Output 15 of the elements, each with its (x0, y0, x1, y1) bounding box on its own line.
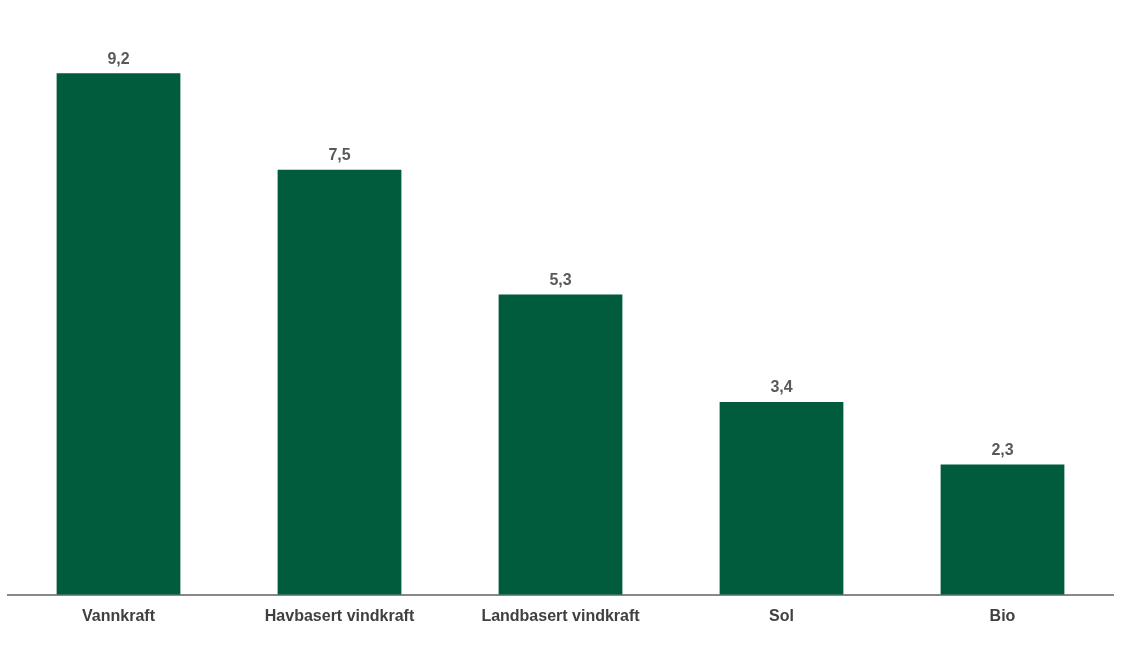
x-tick-label: Landbasert vindkraft (481, 606, 641, 624)
bar (56, 73, 181, 595)
data-label: 2,3 (991, 440, 1014, 458)
data-label: 9,2 (107, 49, 130, 67)
x-tick-label: Sol (769, 606, 794, 624)
bar (277, 169, 402, 595)
x-tick-label: Bio (989, 606, 1016, 624)
bar (498, 294, 623, 595)
x-tick-label: Vannkraft (82, 606, 156, 624)
bar (940, 464, 1065, 595)
x-tick-label: Havbasert vindkraft (264, 606, 415, 624)
bar (719, 402, 844, 595)
data-label: 3,4 (770, 378, 793, 396)
data-label: 5,3 (549, 270, 572, 288)
data-label: 7,5 (328, 146, 351, 164)
